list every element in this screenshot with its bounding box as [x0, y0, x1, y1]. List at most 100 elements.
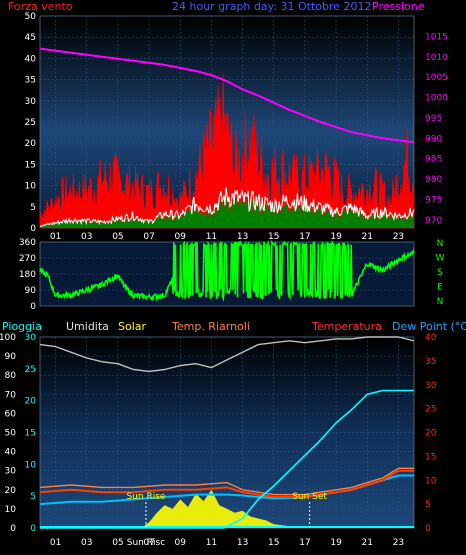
rain-axis-mid: 0 5 10 15 20 25 30 — [25, 333, 37, 534]
wind-x-axis: 01 03 05 07 09 11 13 15 17 19 21 23 — [50, 232, 404, 242]
wind-pressure-series — [39, 47, 415, 229]
hum-tick-50: 50 — [5, 429, 17, 439]
wind-tick-0: 0 — [30, 224, 36, 234]
x-tick-13: 13 — [237, 232, 248, 242]
p3-x-tick-19: 19 — [330, 538, 342, 548]
solar-area — [141, 489, 321, 528]
pressure-tick-975: 975 — [425, 195, 442, 205]
legend-solar: Solar — [118, 320, 147, 333]
wind-tick-25: 25 — [25, 118, 36, 128]
temp-tick-25: 25 — [425, 405, 436, 415]
pressure-tick-970: 970 — [425, 216, 442, 226]
hum-tick-20: 20 — [5, 486, 17, 496]
dir-label-1: W — [436, 254, 445, 264]
wind-avg-fill — [40, 195, 414, 228]
humidity-line — [39, 336, 415, 373]
dir-label-3: E — [437, 283, 443, 293]
x-tick-05: 05 — [112, 232, 123, 242]
x-tick-11: 11 — [206, 232, 217, 242]
header-title: 24 hour graph day: 31 Ottobre 2012 — [172, 0, 372, 13]
dir-tick-0: 0 — [30, 302, 36, 312]
dir-tick-360: 360 — [19, 238, 36, 248]
x-tick-01: 01 — [50, 232, 61, 242]
p3-x-tick-05: 05 — [112, 538, 123, 548]
sunrise-axis-label: Sun Risc — [127, 538, 165, 548]
temp-tick-35: 35 — [425, 357, 436, 367]
sunset-label: Sun Set — [292, 492, 327, 502]
wind-tick-50: 50 — [25, 12, 37, 22]
temp-tick-20: 20 — [425, 429, 437, 439]
rain-tick-0: 0 — [30, 524, 36, 534]
rain-tick-20: 20 — [25, 397, 37, 407]
pressure-tick-1005: 1005 — [425, 73, 448, 83]
p3-x-tick-11: 11 — [206, 538, 217, 548]
dir-tick-180: 180 — [19, 270, 36, 280]
rain-tick-10: 10 — [25, 460, 37, 470]
wind-tick-15: 15 — [25, 160, 36, 170]
temp-tick-5: 5 — [425, 500, 431, 510]
temperature-axis-right: 0 5 10 15 20 25 30 35 40 — [425, 333, 437, 534]
pressure-tick-980: 980 — [425, 175, 442, 185]
dir-tick-90: 90 — [25, 286, 37, 296]
wind-tick-20: 20 — [25, 139, 37, 149]
wind-tick-40: 40 — [25, 54, 37, 64]
wind-axis-left: 0 5 10 15 20 25 30 35 40 45 50 — [25, 12, 37, 234]
wind-tick-35: 35 — [25, 76, 36, 86]
direction-series — [39, 239, 415, 303]
rain-tick-30: 30 — [25, 333, 37, 343]
rain-tick-15: 15 — [25, 429, 36, 439]
wind-tick-5: 5 — [30, 203, 36, 213]
apparent-temp-line — [39, 467, 414, 496]
wind-avg-line — [39, 187, 415, 227]
temp-rain-panel — [39, 336, 415, 529]
legend-temperature: Temperatura — [311, 320, 382, 333]
hum-tick-80: 80 — [5, 371, 17, 381]
pressure-line — [39, 47, 415, 144]
hum-tick-0: 0 — [10, 524, 16, 534]
temp-rain-series — [39, 336, 415, 529]
temp-tick-40: 40 — [425, 333, 437, 343]
hum-tick-30: 30 — [5, 467, 17, 477]
p3-x-tick-21: 21 — [362, 538, 373, 548]
hum-tick-90: 90 — [5, 352, 17, 362]
dir-label-0: N — [437, 239, 444, 249]
pressure-tick-995: 995 — [425, 114, 442, 124]
sunrise-label: Sun Rise — [126, 492, 165, 502]
legend-apparent: Temp. Riarnoli — [171, 320, 250, 333]
p3-x-tick-15: 15 — [268, 538, 279, 548]
wind-tick-10: 10 — [25, 182, 37, 192]
p3-x-tick-17: 17 — [299, 538, 310, 548]
dir-label-4: N — [437, 297, 444, 307]
temperature-line — [39, 469, 414, 498]
hum-tick-70: 70 — [5, 390, 17, 400]
pressure-tick-985: 985 — [425, 155, 442, 165]
direction-axis-left: 0 90 180 270 360 — [19, 238, 36, 312]
x-tick-15: 15 — [268, 232, 279, 242]
hum-tick-100: 100 — [0, 333, 16, 343]
p3-x-tick-03: 03 — [81, 538, 92, 548]
x-tick-03: 03 — [81, 232, 92, 242]
legend-rain: Pioggia — [2, 320, 42, 333]
humidity-axis-left: 0 10 20 30 40 50 60 70 80 90 100 — [0, 333, 16, 534]
x-tick-19: 19 — [330, 232, 342, 242]
x-tick-21: 21 — [362, 232, 373, 242]
pressure-tick-1010: 1010 — [425, 53, 448, 63]
temp-tick-30: 30 — [425, 381, 437, 391]
pressure-axis-right: 970 975 980 985 990 995 1000 1005 1010 1015 — [425, 32, 448, 225]
wind-tick-45: 45 — [25, 33, 36, 43]
x-tick-09: 09 — [175, 232, 187, 242]
wind-tick-30: 30 — [25, 97, 37, 107]
hum-tick-60: 60 — [5, 409, 17, 419]
pressure-tick-1000: 1000 — [425, 94, 448, 104]
legend-dewpoint: Dew Point (°C) — [392, 320, 466, 333]
direction-line — [39, 239, 415, 303]
sun-annotations: Sun Rise Sun Set Sun Risc — [126, 492, 327, 548]
legend-humidity: Umidita — [66, 320, 109, 333]
hum-tick-40: 40 — [5, 448, 17, 458]
p3-x-tick-01: 01 — [50, 538, 61, 548]
p3-x-tick-13: 13 — [237, 538, 248, 548]
wind-gust-area — [39, 74, 415, 229]
temp-x-axis: 01 03 05 07 09 11 13 15 17 19 21 23 — [50, 538, 404, 548]
hum-tick-10: 10 — [5, 505, 17, 515]
